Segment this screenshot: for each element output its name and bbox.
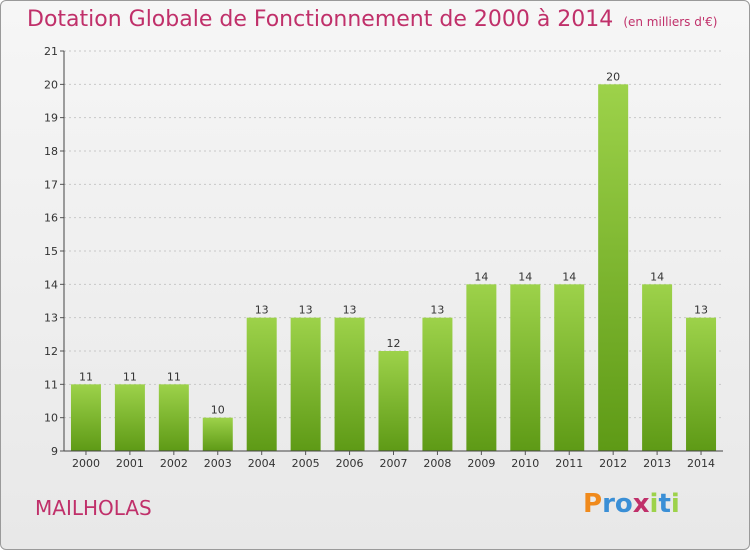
proxiti-logo: Proxiti [583,489,680,519]
logo-letter: x [632,489,650,519]
bar-value-label: 14 [474,270,488,283]
logo-letter: P [583,489,603,519]
x-tick-label: 2014 [687,457,715,470]
x-tick-label: 2005 [292,457,320,470]
bar-value-label: 11 [123,370,137,383]
x-tick-label: 2001 [116,457,144,470]
bar [290,317,321,451]
logo-letter: i [670,489,680,519]
bar [598,84,629,451]
bar [554,284,585,451]
bar [510,284,541,451]
bar-value-label: 12 [387,337,401,350]
bar [642,284,673,451]
bar-value-label: 14 [518,270,532,283]
bar-value-label: 13 [694,304,708,317]
x-tick-label: 2008 [423,457,451,470]
bar [334,317,365,451]
logo-letter: o [614,489,633,519]
x-tick-label: 2006 [336,457,364,470]
bar [246,317,277,451]
y-tick-label: 21 [44,45,58,58]
y-tick-label: 19 [44,112,58,125]
bars-group [70,84,717,451]
bar-value-label: 13 [343,304,357,317]
y-tick-label: 10 [44,412,58,425]
x-tick-label: 2004 [248,457,276,470]
y-tick-label: 16 [44,212,58,225]
y-tick-label: 9 [51,445,58,458]
y-tick-label: 13 [44,312,58,325]
bar [466,284,497,451]
logo-letter: t [658,489,671,519]
bar-value-label: 10 [211,404,225,417]
x-tick-label: 2000 [72,457,100,470]
bar [378,351,409,451]
bar-value-label: 13 [299,304,313,317]
bar [158,384,189,451]
logo-letter: r [602,489,615,519]
x-tick-label: 2010 [511,457,539,470]
bar-value-label: 13 [255,304,269,317]
bar [202,417,233,451]
bar [686,317,717,451]
x-tick-label: 2011 [555,457,583,470]
chart-title: Dotation Globale de Fonctionnement de 20… [27,7,717,32]
bar [70,384,101,451]
x-tick-label: 2003 [204,457,232,470]
bar-value-label: 14 [650,270,664,283]
y-tick-label: 17 [44,178,58,191]
bar-value-label: 20 [606,70,620,83]
y-tick-label: 20 [44,78,58,91]
y-tick-label: 12 [44,345,58,358]
x-tick-label: 2013 [643,457,671,470]
commune-name: MAILHOLAS [35,496,152,520]
chart-title-text: Dotation Globale de Fonctionnement de 20… [27,7,614,32]
y-tick-label: 18 [44,145,58,158]
bar [422,317,453,451]
x-tick-label: 2007 [380,457,408,470]
axes-group [60,50,723,455]
y-tick-label: 14 [44,278,58,291]
bar-value-label: 11 [167,370,181,383]
chart-unit: (en milliers d'€) [623,15,718,29]
bar [114,384,145,451]
bar-value-label: 14 [562,270,576,283]
y-tick-label: 15 [44,245,58,258]
y-tick-label: 11 [44,378,58,391]
x-tick-label: 2009 [467,457,495,470]
bar-value-label: 13 [430,304,444,317]
labels-group: 9 10 11 12 13 14 15 16 17 18 19 20 21 11 2000 11 2001 11 2… [44,45,715,470]
x-tick-label: 2012 [599,457,627,470]
logo-letter: i [649,489,659,519]
x-tick-label: 2002 [160,457,188,470]
bar-value-label: 11 [79,370,93,383]
